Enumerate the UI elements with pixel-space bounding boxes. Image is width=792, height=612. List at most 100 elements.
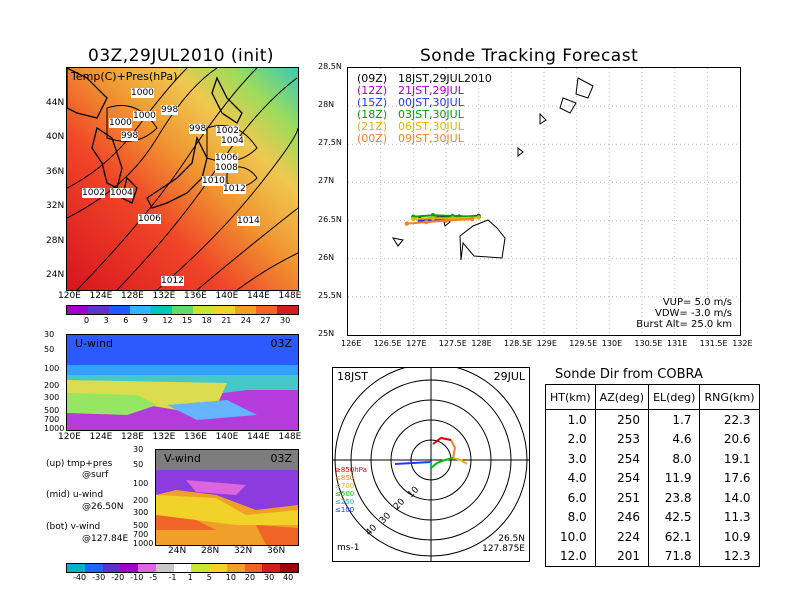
wind-colorbar-tick: 20: [244, 573, 256, 582]
cobra-cell: 8.0: [648, 449, 701, 469]
track-point: [469, 216, 475, 222]
tracking-x-tick: 130E: [601, 339, 623, 348]
v-wind-y-tick: 200: [133, 496, 149, 505]
hodo-unit: ms-1: [337, 543, 360, 553]
island-outline: [517, 146, 524, 158]
tracking-y-tick: 28.5N: [318, 62, 342, 71]
u-wind-y-tick: 300: [44, 393, 60, 402]
legend-up: (up) tmp+pres: [46, 459, 113, 469]
cobra-cell: 20.6: [699, 429, 760, 449]
map-x-tick: 140E: [215, 291, 239, 301]
temperature-colorbar-tick: 24: [240, 316, 251, 325]
v-wind-y-tick: 300: [133, 508, 149, 517]
cobra-cell: 201: [594, 546, 650, 567]
hodo-level: ≤100: [335, 506, 355, 514]
track-line: [413, 214, 479, 218]
isobar-label: 1008: [215, 163, 238, 173]
isobar-label: 1014: [237, 216, 260, 226]
wind-colorbar-tick: -1: [168, 573, 177, 582]
u-wind-y-tick: 50: [44, 345, 55, 354]
cobra-cell: 22.3: [699, 409, 760, 430]
hodo-position: 26.5N: [498, 534, 525, 544]
cobra-row: 6.0 251 23.8 14.0: [545, 488, 760, 508]
cobra-header: RNG(km): [699, 384, 760, 410]
burst-vdw: VDW= -3.0 m/s: [655, 308, 732, 319]
tracking-y-tick: 27.5N: [318, 138, 342, 148]
tracking-x-tick: 130.5E: [634, 339, 663, 348]
u-wind-y-tick: 700: [44, 415, 60, 424]
hodo-segment: [432, 436, 452, 445]
hodo-segment: [430, 457, 454, 469]
island-outline: [539, 112, 547, 125]
hodo-segment: [452, 457, 468, 465]
track-line: [406, 218, 473, 225]
hodo-level: ≤500: [335, 490, 355, 498]
cobra-cell: 3.0: [545, 449, 596, 469]
map-x-tick: 148E: [278, 291, 302, 301]
map-y-tick: 32N: [46, 201, 65, 211]
hodo-segment: [450, 439, 457, 459]
cobra-row: 8.0 246 42.5 11.3: [545, 507, 760, 527]
u-wind-y-tick: 200: [44, 381, 60, 390]
track-line: [413, 216, 479, 221]
cobra-cell: 19.1: [699, 449, 760, 469]
cobra-cell: 4.6: [648, 429, 701, 449]
wind-colorbar-tick: -40: [73, 573, 87, 582]
temperature-colorbar-tick: 27: [260, 316, 271, 325]
cobra-cell: 42.5: [648, 507, 701, 527]
temperature-colorbar-tick: 12: [162, 316, 173, 325]
track-point: [424, 219, 429, 225]
hodo-ring-label: 20: [392, 497, 407, 512]
cobra-row: 10.0 224 62.1 10.9: [545, 527, 760, 547]
hodo-level: ≤850: [335, 474, 355, 482]
island-outline: [575, 77, 594, 99]
u-wind-x-tick: 120E: [58, 432, 81, 442]
isobar-label: 1002: [216, 126, 239, 136]
legend-jst: 00JST,30JUL: [398, 96, 464, 109]
isobar-label: 1012: [223, 184, 246, 194]
tracking-y-tick: 26.5N: [318, 214, 342, 224]
cobra-cell: 254: [594, 449, 650, 469]
tracking-x-tick: 131E: [667, 339, 688, 348]
island-outline: [559, 97, 577, 114]
temperature-colorbar: [66, 305, 299, 315]
legend-utc: (18Z): [357, 108, 388, 121]
hodo-level: ≤700: [335, 482, 355, 490]
right-title: Sonde Tracking Forecast: [420, 46, 639, 66]
tracking-y-tick: 25N: [318, 329, 335, 338]
cobra-cell: 11.9: [648, 468, 701, 488]
track-point: [476, 215, 481, 220]
tracking-x-tick: 131.5E: [699, 339, 728, 348]
hodo-level: ≥850hPa: [335, 466, 367, 474]
map-y-tick: 36N: [46, 167, 65, 177]
cobra-header: EL(deg): [648, 384, 701, 410]
cobra-cell: 23.8: [648, 488, 701, 508]
cobra-header: AZ(deg): [594, 384, 650, 410]
cobra-row: 1.0 250 1.7 22.3: [545, 409, 760, 430]
cobra-row: 2.0 253 4.6 20.6: [545, 429, 760, 449]
tracking-x-tick: 128.5E: [504, 339, 532, 348]
isobar-label: 1006: [215, 153, 238, 163]
wind-colorbar-tick: -20: [111, 573, 125, 582]
tracking-y-tick: 25.5N: [318, 290, 342, 300]
temperature-colorbar-tick: 9: [142, 316, 148, 325]
cobra-cell: 1.7: [648, 409, 701, 430]
map-y-tick: 40N: [46, 132, 65, 142]
cobra-table: HT(km) AZ(deg) EL(deg) RNG(km) 1.0 250 1.7 22.…: [545, 384, 760, 567]
map-x-tick: 124E: [89, 291, 113, 301]
isobar-label: 1004: [221, 136, 244, 146]
legend-jst: 18JST,29JUL2010: [398, 72, 492, 85]
cobra-cell: 71.8: [648, 546, 701, 567]
u-wind-y-tick: 100: [44, 364, 60, 373]
cobra-cell: 6.0: [545, 488, 596, 508]
isobar-label: 1010: [202, 176, 225, 186]
hodo-left-label: 18JST: [337, 370, 368, 383]
legend-utc: (00Z): [357, 132, 388, 145]
cobra-cell: 254: [594, 468, 650, 488]
map-x-tick: 136E: [184, 291, 207, 301]
tracking-y-tick: 28N: [318, 100, 335, 110]
map-y-tick: 28N: [46, 236, 65, 246]
legend-up-2: @surf: [82, 470, 109, 480]
hodo-position2: 127.875E: [482, 544, 525, 554]
wind-colorbar-tick: -30: [92, 573, 106, 582]
